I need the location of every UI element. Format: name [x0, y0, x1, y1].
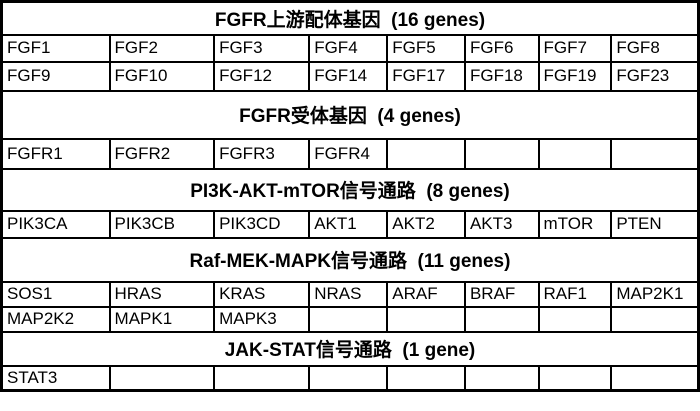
empty-cell [386, 364, 466, 392]
gene-cell: FGF6 [463, 33, 540, 63]
gene-cell: FGF14 [308, 60, 389, 92]
gene-cell: HRAS [108, 280, 216, 308]
gene-row: FGF9 FGF10 FGF12 FGF14 FGF17 FGF18 FGF19… [0, 60, 700, 92]
empty-cell [610, 364, 700, 392]
gene-cell: SOS1 [0, 280, 111, 308]
gene-cell: FGF4 [308, 33, 389, 63]
gene-cell: PTEN [610, 209, 700, 239]
section-header-fgfr-receptors: FGFR受体基因 (4 genes) [0, 89, 700, 140]
gene-cell: FGF10 [108, 60, 216, 92]
gene-cell: BRAF [463, 280, 540, 308]
empty-cell [537, 305, 613, 333]
gene-cell: FGFR1 [0, 137, 111, 170]
gene-cell: mTOR [537, 209, 613, 239]
gene-row: FGFR1 FGFR2 FGFR3 FGFR4 [0, 137, 700, 170]
gene-cell: FGF17 [386, 60, 466, 92]
gene-panel-table: FGFR上游配体基因 (16 genes) FGF1 FGF2 FGF3 FGF… [0, 0, 700, 392]
empty-cell [610, 305, 700, 333]
gene-cell: PIK3CD [213, 209, 311, 239]
section-header-fgfr-ligands: FGFR上游配体基因 (16 genes) [0, 0, 700, 36]
gene-cell: AKT2 [386, 209, 466, 239]
gene-cell: FGF19 [537, 60, 613, 92]
gene-row: FGF1 FGF2 FGF3 FGF4 FGF5 FGF6 FGF7 FGF8 [0, 33, 700, 63]
gene-cell: PIK3CA [0, 209, 111, 239]
gene-cell: FGF12 [213, 60, 311, 92]
section-header-row: Raf-MEK-MAPK信号通路 (11 genes) [0, 236, 700, 283]
gene-cell: FGFR4 [308, 137, 389, 170]
gene-cell: RAF1 [537, 280, 613, 308]
gene-cell: FGFR2 [108, 137, 216, 170]
empty-cell [213, 364, 311, 392]
section-header-row: FGFR受体基因 (4 genes) [0, 89, 700, 140]
gene-row: PIK3CA PIK3CB PIK3CD AKT1 AKT2 AKT3 mTOR… [0, 209, 700, 239]
gene-cell: FGF2 [108, 33, 216, 63]
gene-cell: ARAF [386, 280, 466, 308]
gene-row: SOS1 HRAS KRAS NRAS ARAF BRAF RAF1 MAP2K… [0, 280, 700, 308]
gene-cell: FGF18 [463, 60, 540, 92]
section-header-row: PI3K-AKT-mTOR信号通路 (8 genes) [0, 167, 700, 212]
gene-cell: KRAS [213, 280, 311, 308]
empty-cell [463, 305, 540, 333]
gene-cell: AKT1 [308, 209, 389, 239]
gene-cell: NRAS [308, 280, 389, 308]
gene-cell: MAPK3 [213, 305, 311, 333]
empty-cell [463, 137, 540, 170]
gene-cell: FGFR3 [213, 137, 311, 170]
empty-cell [610, 137, 700, 170]
gene-cell: PIK3CB [108, 209, 216, 239]
empty-cell [386, 137, 466, 170]
gene-cell: STAT3 [0, 364, 111, 392]
empty-cell [308, 364, 389, 392]
section-header-jak-stat: JAK-STAT信号通路 (1 gene) [0, 330, 700, 367]
empty-cell [463, 364, 540, 392]
empty-cell [308, 305, 389, 333]
gene-cell: FGF9 [0, 60, 111, 92]
empty-cell [537, 364, 613, 392]
gene-cell: FGF1 [0, 33, 111, 63]
section-header-row: JAK-STAT信号通路 (1 gene) [0, 330, 700, 367]
section-header-row: FGFR上游配体基因 (16 genes) [0, 0, 700, 36]
empty-cell [108, 364, 216, 392]
gene-row: STAT3 [0, 364, 700, 392]
gene-cell: MAPK1 [108, 305, 216, 333]
gene-cell: FGF5 [386, 33, 466, 63]
gene-cell: MAP2K2 [0, 305, 111, 333]
section-header-pi3k-akt-mtor: PI3K-AKT-mTOR信号通路 (8 genes) [0, 167, 700, 212]
section-header-raf-mek-mapk: Raf-MEK-MAPK信号通路 (11 genes) [0, 236, 700, 283]
gene-cell: AKT3 [463, 209, 540, 239]
gene-cell: FGF7 [537, 33, 613, 63]
gene-row: MAP2K2 MAPK1 MAPK3 [0, 305, 700, 333]
gene-cell: FGF3 [213, 33, 311, 63]
empty-cell [386, 305, 466, 333]
gene-cell: MAP2K1 [610, 280, 700, 308]
gene-cell: FGF23 [610, 60, 700, 92]
gene-cell: FGF8 [610, 33, 700, 63]
empty-cell [537, 137, 613, 170]
